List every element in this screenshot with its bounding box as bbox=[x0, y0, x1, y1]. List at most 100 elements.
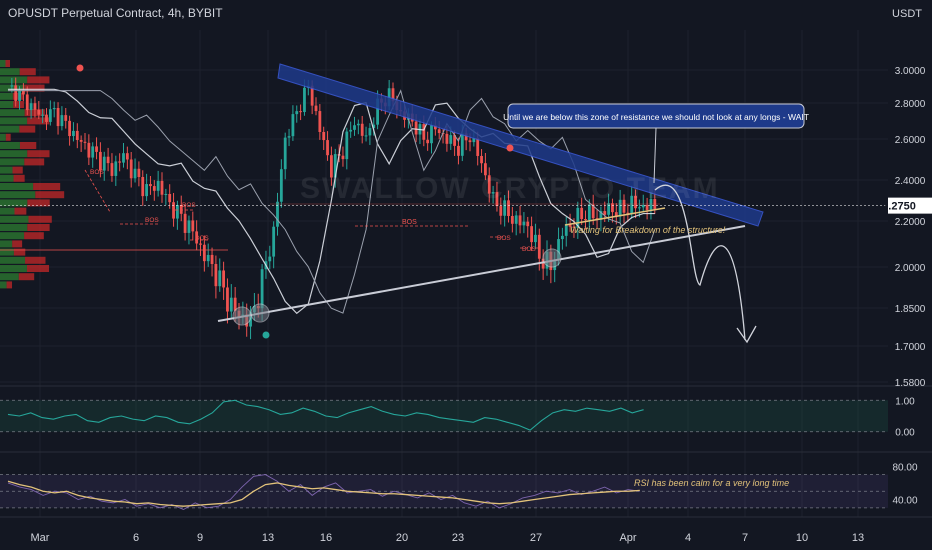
candle-body bbox=[518, 215, 522, 226]
price-tag-text: 2.2750 bbox=[882, 201, 916, 213]
candle-body bbox=[333, 154, 337, 178]
volume-bar bbox=[0, 117, 28, 125]
candle-body bbox=[145, 184, 148, 197]
volume-profile bbox=[0, 60, 65, 289]
candle-body bbox=[48, 109, 52, 122]
candle-body bbox=[91, 146, 95, 158]
volume-bar bbox=[0, 224, 28, 231]
volume-bar bbox=[13, 101, 25, 108]
candle-body bbox=[372, 124, 376, 129]
candle-body bbox=[22, 90, 25, 95]
osc-tick-label: 0.00 bbox=[895, 428, 915, 439]
volume-bar bbox=[0, 142, 20, 149]
volume-bar bbox=[33, 183, 61, 190]
candle-body bbox=[580, 207, 584, 220]
candle-body bbox=[176, 204, 179, 219]
candle-body bbox=[122, 153, 125, 163]
bos-label: BOS bbox=[195, 235, 209, 242]
signal-dot bbox=[506, 144, 514, 152]
volume-bar bbox=[0, 248, 14, 256]
candle-body bbox=[95, 146, 98, 152]
candle-body bbox=[484, 163, 487, 176]
grid bbox=[0, 30, 932, 518]
volume-bar bbox=[27, 150, 50, 158]
candle-body bbox=[618, 199, 622, 217]
y-tick-label: 1.5800 bbox=[895, 378, 926, 389]
volume-bar bbox=[12, 240, 23, 248]
candle-body bbox=[160, 180, 164, 195]
candle-body bbox=[287, 136, 291, 138]
lower-panes bbox=[0, 399, 888, 511]
candle-body bbox=[614, 212, 618, 217]
candle-body bbox=[137, 168, 141, 178]
candle-body bbox=[29, 103, 33, 111]
candle-body bbox=[106, 156, 110, 164]
swing-low-marker bbox=[250, 303, 270, 323]
candle-body bbox=[295, 111, 299, 115]
price-unit: USDT bbox=[892, 8, 922, 20]
candle-body bbox=[368, 128, 372, 136]
candle-body bbox=[645, 204, 649, 210]
candle-body bbox=[99, 151, 102, 171]
swing-low-marker bbox=[232, 306, 252, 326]
candle-body bbox=[638, 207, 641, 209]
volume-bar bbox=[12, 92, 24, 100]
volume-bar bbox=[24, 158, 45, 166]
x-tick-label: 20 bbox=[396, 532, 408, 544]
candle-body bbox=[314, 105, 318, 112]
candle-body bbox=[568, 224, 572, 227]
bos-label: BOS bbox=[522, 246, 536, 253]
volume-bar bbox=[26, 265, 50, 272]
candle-body bbox=[630, 195, 634, 214]
x-tick-label: 7 bbox=[742, 532, 748, 544]
volume-bar bbox=[0, 76, 28, 84]
candle-body bbox=[480, 155, 483, 164]
y-tick-label: 2.4000 bbox=[895, 176, 926, 187]
candle-body bbox=[433, 125, 437, 130]
candle-body bbox=[514, 215, 518, 224]
candle-body bbox=[276, 201, 279, 227]
candle-body bbox=[472, 137, 476, 143]
volume-bar bbox=[0, 133, 6, 141]
candle-body bbox=[510, 216, 514, 224]
x-tick-label: 6 bbox=[133, 532, 139, 544]
candle-body bbox=[68, 120, 71, 137]
volume-bar bbox=[0, 281, 7, 289]
candle-body bbox=[56, 107, 60, 127]
candle-body bbox=[522, 221, 526, 226]
candle-body bbox=[507, 200, 510, 217]
candle-body bbox=[572, 226, 576, 228]
price-tag bbox=[888, 197, 932, 214]
moving-average-fast bbox=[8, 88, 655, 315]
volume-bar bbox=[19, 125, 36, 133]
bos-line bbox=[84, 169, 111, 213]
x-tick-label: Mar bbox=[31, 532, 50, 544]
candle-body bbox=[79, 139, 83, 142]
candle-body bbox=[233, 297, 237, 311]
candle-body bbox=[364, 135, 368, 137]
volume-bar bbox=[0, 109, 25, 117]
chart-title: OPUSDT Perpetual Contract, 4h, BYBIT bbox=[8, 6, 223, 20]
candle-body bbox=[318, 111, 322, 133]
candle-body bbox=[491, 192, 495, 194]
rsi-ma-line bbox=[7, 480, 640, 507]
volume-bar bbox=[25, 256, 46, 264]
axes: 3.0000 2.8000 2.6000 2.4000 2.2000 2.0000 1.85… bbox=[31, 66, 926, 544]
candle-body bbox=[195, 231, 199, 244]
volume-bar bbox=[0, 265, 27, 272]
candle-body bbox=[133, 168, 137, 179]
candle-body bbox=[430, 125, 433, 144]
volume-bar bbox=[0, 101, 14, 108]
volume-bar bbox=[0, 166, 13, 174]
y-tick-label: 2.6000 bbox=[895, 135, 926, 146]
candle-body bbox=[626, 212, 630, 214]
candle-body bbox=[183, 213, 187, 233]
volume-bar bbox=[27, 199, 50, 207]
candle-body bbox=[353, 125, 356, 130]
candle-body bbox=[607, 203, 610, 215]
volume-bar bbox=[14, 207, 27, 215]
candle-body bbox=[414, 121, 418, 135]
candle-body bbox=[18, 90, 21, 101]
volume-bar bbox=[24, 84, 45, 92]
